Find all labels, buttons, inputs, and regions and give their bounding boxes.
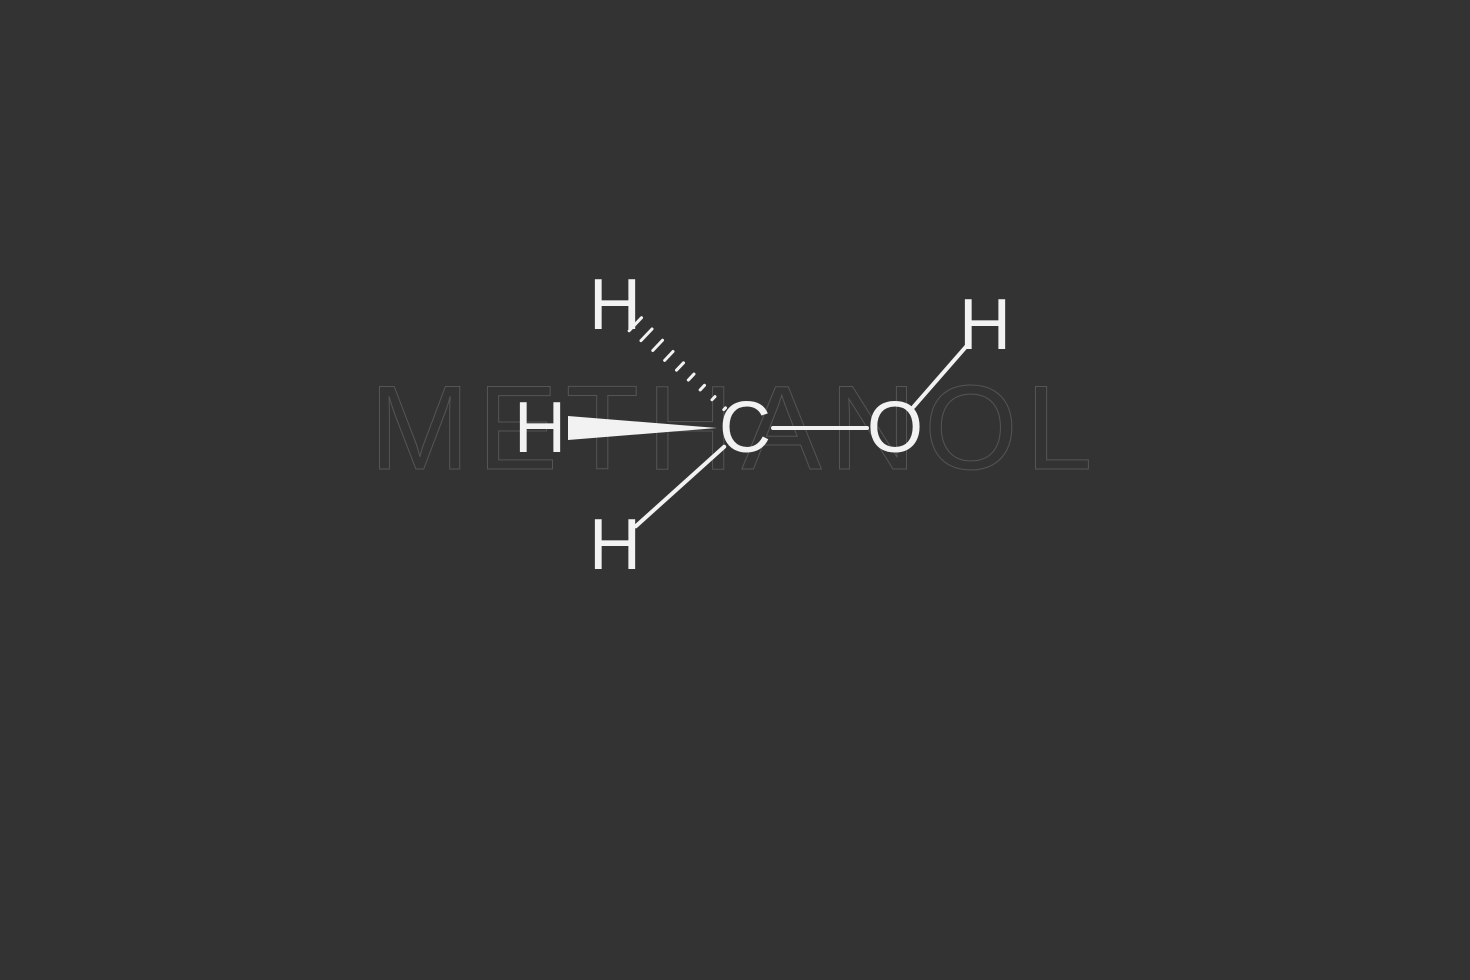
bond-layer [0,0,1470,980]
atom-o: O [867,392,923,464]
atom-h_top: H [589,269,641,341]
atom-h_oh: H [959,289,1011,361]
atom-h_left: H [514,392,566,464]
background-title: METHANOL [370,359,1101,497]
molecule-diagram: METHANOL COHHHH [0,0,1470,980]
atom-c: C [719,392,771,464]
atom-h_bottom: H [589,509,641,581]
bond-line [913,346,966,407]
bond-wedge [568,416,717,440]
bond-line [636,447,724,527]
bond-hash [629,318,725,410]
